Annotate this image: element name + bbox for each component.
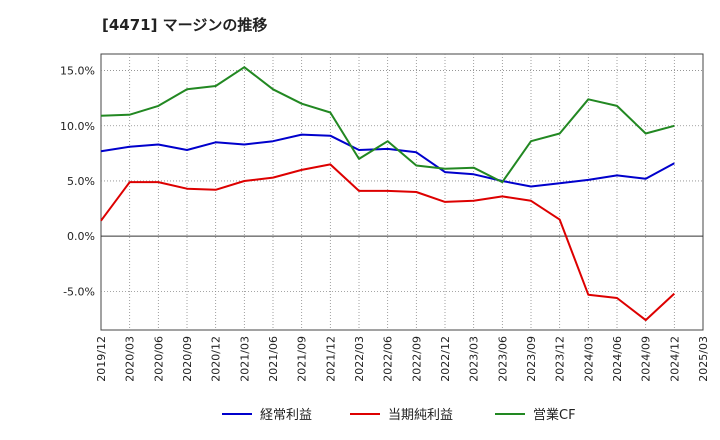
y-tick-label: 15.0% [60,65,95,78]
legend-label: 当期純利益 [388,408,453,423]
legend-label: 営業CF [533,407,576,423]
x-tick-label: 2024/12 [668,336,681,382]
x-tick-label: 2023/12 [554,336,567,382]
x-tick-label: 2021/06 [267,336,280,382]
x-tick-label: 2024/09 [640,336,653,382]
x-tick-label: 2025/03 [697,336,710,382]
x-tick-label: 2024/06 [611,336,624,382]
x-tick-label: 2020/06 [152,336,165,382]
x-tick-label: 2022/03 [353,336,366,382]
x-tick-label: 2020/12 [210,336,223,382]
x-tick-label: 2021/12 [324,336,337,382]
series-line [100,66,675,184]
x-tick-label: 2024/03 [582,336,595,382]
x-tick-label: 2023/09 [525,336,538,382]
x-tick-label: 2019/12 [95,336,108,382]
series-line [100,133,675,188]
x-tick-label: 2022/12 [439,336,452,382]
x-tick-label: 2022/06 [382,336,395,382]
x-tick-label: 2023/03 [468,336,481,382]
x-tick-label: 2022/09 [410,336,423,382]
chart-title: [4471] マージンの推移 [102,16,268,34]
x-tick-label: 2020/09 [181,336,194,382]
x-tick-label: 2020/03 [124,336,137,382]
y-tick-label: 5.0% [67,175,95,188]
legend-label: 経常利益 [260,408,312,423]
x-tick-label: 2021/03 [238,336,251,382]
y-tick-label: 0.0% [67,230,95,243]
y-tick-label: 10.0% [60,120,95,133]
x-tick-label: 2021/09 [296,336,309,382]
y-tick-label: -5.0% [63,285,95,298]
series-line [100,163,675,322]
x-tick-label: 2023/06 [496,336,509,382]
